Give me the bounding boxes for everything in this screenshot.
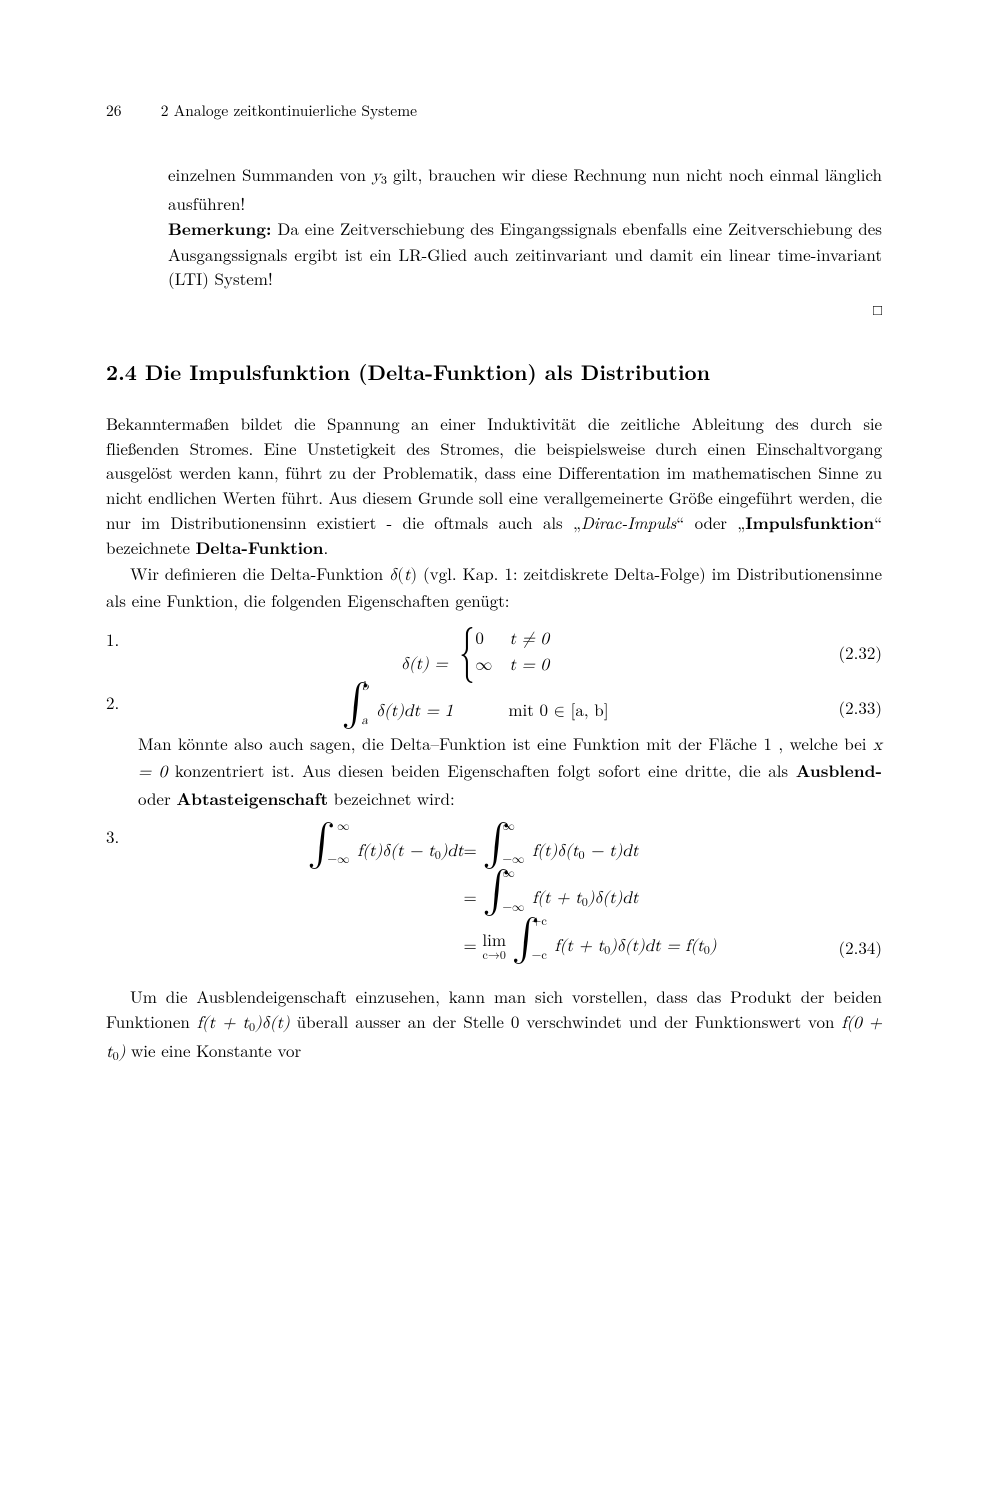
para-1: Bekanntermaßen bildet die Spannung an ei…: [106, 411, 882, 561]
list-item-1: 1. δ(t) = { 0t ≠ 0 ∞t = 0: [106, 627, 882, 678]
item-number-2: 2.: [106, 690, 119, 715]
page: 26 2 Analoge zeitkontinuierliche Systeme…: [0, 0, 988, 1500]
property-list: 1. δ(t) = { 0t ≠ 0 ∞t = 0: [106, 627, 882, 968]
remark-label: Bemerkung:: [168, 217, 271, 241]
page-number: 26: [106, 100, 122, 122]
section-number: 2.4: [106, 357, 137, 387]
eq232-math: δ(t) = { 0t ≠ 0 ∞t = 0: [401, 627, 549, 678]
para-2: Wir definieren die Delta-Funktion δ(t) (…: [106, 561, 882, 613]
eqnum-2-32: (2.32): [812, 640, 882, 665]
eqnum-2-34: (2.34): [812, 935, 882, 968]
remark: Bemerkung: Da eine Zeitverschiebung des …: [168, 216, 882, 291]
item-number-1: 1.: [106, 627, 119, 652]
body-text: Bekanntermaßen bildet die Spannung an ei…: [106, 411, 882, 1066]
eq233-math: ∫ b a δ(t)dt = 1 mit 0 ∈ [a, b]: [342, 690, 609, 725]
section-heading: 2.4 Die Impulsfunktion (Delta-Funktion) …: [106, 357, 882, 387]
eqnum-2-33: (2.33): [812, 695, 882, 720]
continued-example-block: einzelnen Summanden von y3 gilt, brauche…: [168, 162, 882, 290]
equation-2-34: ∫ ∞ −∞ f(t)δ(t − t0)dt =: [138, 824, 882, 968]
item-number-3: 3.: [106, 824, 119, 849]
qed-symbol: □: [106, 299, 882, 321]
list-item-3: 3. ∫ ∞ −∞: [106, 824, 882, 968]
running-header: 26 2 Analoge zeitkontinuierliche Systeme: [106, 100, 882, 122]
equation-2-33: ∫ b a δ(t)dt = 1 mit 0 ∈ [a, b] (2.33): [138, 690, 882, 725]
list-item-2: 2. ∫ b a δ(t)dt = 1: [106, 690, 882, 812]
example-line1: einzelnen Summanden von y3 gilt, brauche…: [168, 162, 882, 215]
item-2-text: Man könnte also auch sagen, die Delta–Fu…: [138, 731, 882, 812]
section-title: Die Impulsfunktion (Delta-Funktion) als …: [145, 357, 710, 387]
eq234-math: ∫ ∞ −∞ f(t)δ(t − t0)dt =: [234, 824, 717, 968]
chapter-title: 2 Analoge zeitkontinuierliche Systeme: [161, 100, 417, 121]
equation-2-32: δ(t) = { 0t ≠ 0 ∞t = 0 (2.32): [138, 627, 882, 678]
para-3: Um die Ausblendeigenschaft einzusehen, k…: [106, 984, 882, 1066]
